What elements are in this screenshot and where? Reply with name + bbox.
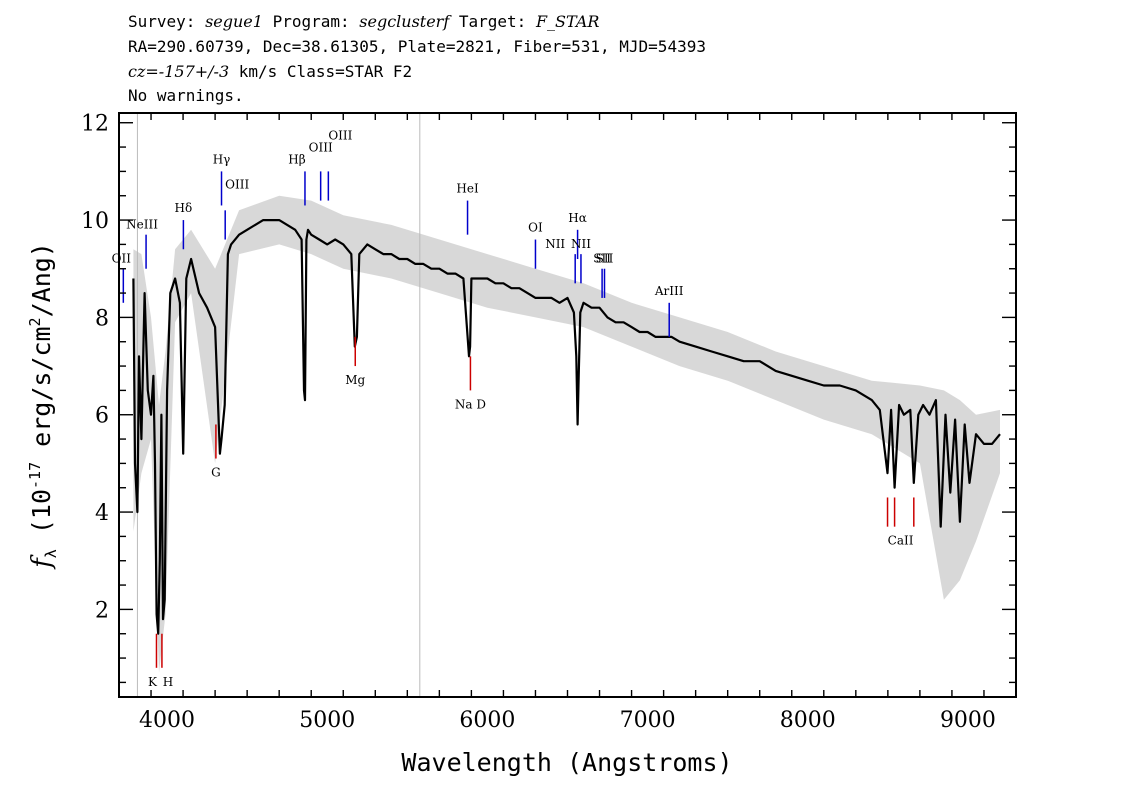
x-tick-label: 4000 — [139, 708, 195, 733]
error-envelope — [133, 195, 1000, 673]
y-tick-label: 10 — [81, 209, 109, 234]
error-band — [133, 195, 1000, 673]
header-block: Survey: segue1 Program: segclusterf Targ… — [128, 12, 706, 105]
y-tick-label: 2 — [95, 598, 109, 623]
emission-line-label: Hδ — [175, 201, 193, 215]
emission-line-label: NII — [571, 237, 591, 251]
emission-line-label: OIII — [309, 140, 333, 154]
emission-line-label: SII — [593, 252, 611, 266]
header-line-redshift: cz=-157+/-3 km/s Class=STAR F2 — [128, 62, 412, 81]
y-tick-label: 8 — [95, 306, 109, 331]
emission-line-label: OIII — [328, 128, 352, 142]
absorption-line-label: H — [163, 675, 173, 689]
absorption-line-label: CaII — [901, 534, 927, 548]
emission-line-label: SII — [596, 252, 614, 266]
emission-line-label: OIII — [225, 177, 249, 191]
emission-line-label: Hβ — [288, 152, 305, 166]
emission-line-label: OI — [528, 221, 543, 235]
y-tick-label: 12 — [81, 112, 109, 137]
x-tick-label: 5000 — [299, 708, 355, 733]
x-tick-label: 9000 — [940, 708, 996, 733]
header-line-survey: Survey: segue1 Program: segclusterf Targ… — [128, 12, 599, 31]
plot-axes: 4000 5000 6000 7000 8000 9000 2 4 6 8 10 12 — [81, 112, 1017, 733]
absorption-line-label: CaII — [888, 534, 914, 548]
emission-line-label: NII — [545, 237, 565, 251]
header-line-warnings: No warnings. — [128, 86, 244, 105]
emission-line-label: ArIII — [654, 284, 684, 298]
spectral-line-markers: OIINeIIIHδHγOIIIHβOIIIOIIIHeIOINIIHαNIIS… — [112, 128, 927, 689]
emission-line-label: NeIII — [126, 218, 158, 232]
header-line-coordinates: RA=290.60739, Dec=38.61305, Plate=2821, … — [128, 37, 706, 56]
absorption-line-label: G — [211, 466, 221, 480]
x-axis-title: Wavelength (Angstroms) — [401, 748, 732, 777]
y-tick-label: 6 — [95, 404, 109, 429]
flux-line — [132, 219, 1001, 635]
x-tick-label: 8000 — [780, 708, 836, 733]
absorption-line-label: Mg — [345, 373, 365, 387]
absorption-line-label: K — [148, 675, 158, 689]
y-axis-title: fλ (10-17 erg/s/cm2/Ang) — [26, 242, 60, 570]
emission-line-label: HeI — [456, 182, 479, 196]
emission-line-label: Hγ — [213, 152, 231, 166]
y-tick-label: 4 — [95, 501, 109, 526]
absorption-line-label: Na D — [455, 397, 486, 411]
emission-line-label: Hα — [568, 211, 587, 225]
x-tick-label: 7000 — [620, 708, 676, 733]
x-tick-label: 6000 — [459, 708, 515, 733]
flux-series — [132, 219, 1001, 635]
emission-line-label: OII — [112, 252, 132, 266]
